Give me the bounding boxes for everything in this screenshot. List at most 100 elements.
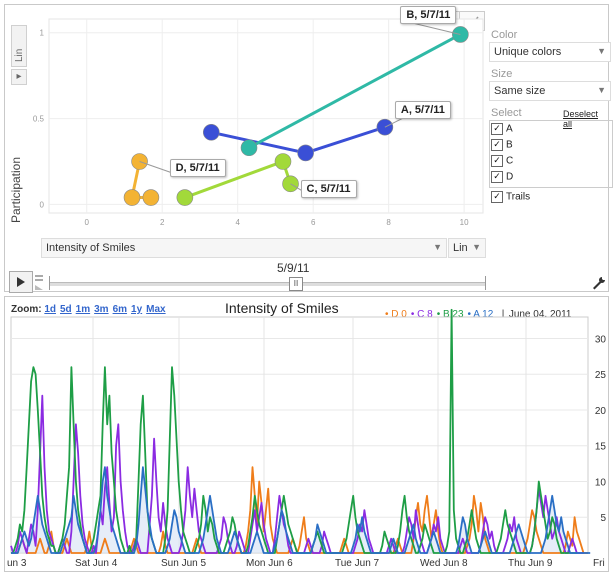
bubble-point[interactable]	[176, 189, 194, 206]
y-axis-expand-tab[interactable]: ▸	[11, 69, 27, 85]
select-item-label: A	[506, 123, 513, 135]
select-item-b[interactable]: ✓ B	[491, 139, 513, 151]
size-label: Size	[491, 68, 513, 80]
x-tick-label: Fri	[593, 558, 605, 569]
y-tick-label: 20	[595, 406, 607, 417]
size-selector-value: Same size	[494, 85, 546, 97]
x-tick-label: 0	[85, 218, 90, 227]
checkbox-checked-icon: ✓	[491, 139, 503, 151]
zoom-bar: Zoom: 1d 5d 1m 3m 6m 1y Max	[11, 304, 170, 315]
zoom-option[interactable]: 5d	[60, 304, 72, 315]
x-tick-label: Sun Jun 5	[161, 558, 206, 569]
annotated-timeline-panel: Zoom: 1d 5d 1m 3m 6m 1y Max Intensity of Smile…	[4, 296, 609, 572]
deselect-all-link[interactable]: Deselect all	[563, 109, 599, 129]
x-tick-label: 6	[311, 218, 316, 227]
bubble-point[interactable]	[202, 124, 220, 141]
bubble-labels-layer: A, 5/7/11 B, 5/7/11 C, 5/7/11 D, 5/7/11	[5, 5, 610, 237]
x-tick-label: 10	[460, 218, 469, 227]
x-tick-label: Thu Jun 9	[508, 558, 553, 569]
zoom-option[interactable]: 6m	[112, 304, 128, 315]
speed-control[interactable]	[33, 273, 45, 291]
select-item-c[interactable]: ✓ C	[491, 155, 513, 167]
chevron-down-icon: ▼	[597, 85, 606, 95]
motion-chart-panel: Lin ▸ Participation 0 2 4 6 8 10 1 0.5 0 A, 5/7/…	[4, 4, 613, 293]
play-button[interactable]	[9, 271, 33, 293]
time-slider-end	[485, 276, 486, 290]
legend-item: • C 8	[410, 309, 433, 320]
x-tick-label: Wed Jun 8	[420, 558, 468, 569]
select-item-a[interactable]: ✓ A	[491, 123, 513, 135]
legend-item: • A 12	[467, 309, 494, 320]
bubble-label: B, 5/7/11	[400, 6, 457, 25]
x-axis-selector-value: Intensity of Smiles	[46, 242, 136, 254]
bubble-label: C, 5/7/11	[300, 179, 357, 198]
y-tick-label: 10	[595, 477, 607, 488]
legend: • D 0 • C 8 • B 23 • A 12 | June 04, 2011	[385, 304, 571, 322]
checkbox-checked-icon: ✓	[491, 191, 503, 203]
checkbox-checked-icon: ✓	[491, 155, 503, 167]
current-date: June 04, 2011	[508, 309, 572, 320]
checkbox-checked-icon: ✓	[491, 171, 503, 183]
time-slider-start	[49, 276, 50, 290]
zoom-option[interactable]: 1m	[75, 304, 91, 315]
legend-separator: |	[501, 309, 505, 320]
bubble-label: A, 5/7/11	[394, 101, 451, 120]
x-tick-label: 8	[386, 218, 391, 227]
y-tick-label: 5	[600, 513, 606, 524]
x-tick-label: Tue Jun 7	[335, 558, 380, 569]
x-tick-label: 4	[235, 218, 240, 227]
series-line-a	[11, 466, 591, 554]
select-item-label: C	[506, 155, 514, 167]
zoom-option[interactable]: Max	[146, 304, 166, 315]
color-selector-value: Unique colors	[494, 46, 562, 58]
y-scale-tab[interactable]: Lin	[11, 25, 27, 67]
time-slider-track[interactable]	[49, 282, 485, 286]
zoom-option[interactable]: 1d	[44, 304, 56, 315]
select-item-label: D	[506, 171, 514, 183]
y-tick-label: 0	[40, 200, 45, 209]
zoom-option[interactable]: 1y	[131, 304, 143, 315]
play-icon	[17, 277, 25, 287]
y-tick-label: 30	[595, 334, 607, 345]
zoom-label: Zoom:	[11, 304, 42, 315]
select-label: Select	[491, 107, 522, 119]
y-tick-label: 15	[595, 442, 607, 453]
x-tick-label: Sat Jun 4	[75, 558, 118, 569]
checkbox-checked-icon: ✓	[491, 123, 503, 135]
x-scale-selector[interactable]: Lin ▼	[448, 238, 486, 258]
bubble-point[interactable]	[297, 144, 314, 162]
chevron-down-icon: ▼	[472, 242, 481, 252]
bubble-point[interactable]	[274, 153, 292, 170]
color-selector[interactable]: Unique colors ▼	[489, 42, 611, 62]
trails-toggle[interactable]: ✓ Trails	[491, 191, 530, 203]
x-tick-label: un 3	[7, 558, 27, 569]
bubble-point[interactable]	[240, 139, 258, 157]
x-tick-label: 2	[160, 218, 165, 227]
series-line-b	[11, 308, 577, 554]
select-item-label: B	[506, 139, 513, 151]
x-tick-label: Mon Jun 6	[246, 558, 293, 569]
legend-item: • B 23	[436, 309, 464, 320]
label-leader	[410, 21, 461, 35]
bubble-label: D, 5/7/11	[169, 159, 226, 178]
chevron-down-icon: ▼	[597, 46, 606, 56]
x-axis-selector[interactable]: Intensity of Smiles ▼	[41, 238, 447, 258]
bubble-point[interactable]	[123, 189, 141, 206]
select-item-d[interactable]: ✓ D	[491, 171, 513, 183]
time-slider-handle[interactable]: II	[289, 277, 303, 291]
y-tick-label: 1	[40, 29, 45, 38]
color-label: Color	[491, 29, 518, 41]
chart-title: Intensity of Smiles	[225, 300, 339, 316]
wrench-icon[interactable]	[591, 275, 607, 291]
time-label: 5/9/11	[277, 261, 310, 275]
trail-line	[248, 33, 462, 150]
x-scale-value: Lin	[453, 242, 468, 254]
trails-label: Trails	[506, 191, 531, 203]
legend-item: • D 0	[385, 309, 407, 320]
bubble-point[interactable]	[142, 189, 160, 206]
chevron-down-icon: ▼	[433, 242, 442, 252]
speed-icon	[35, 275, 43, 290]
zoom-option[interactable]: 3m	[94, 304, 109, 315]
y-tick-label: 0.5	[33, 115, 45, 124]
size-selector[interactable]: Same size ▼	[489, 81, 611, 101]
